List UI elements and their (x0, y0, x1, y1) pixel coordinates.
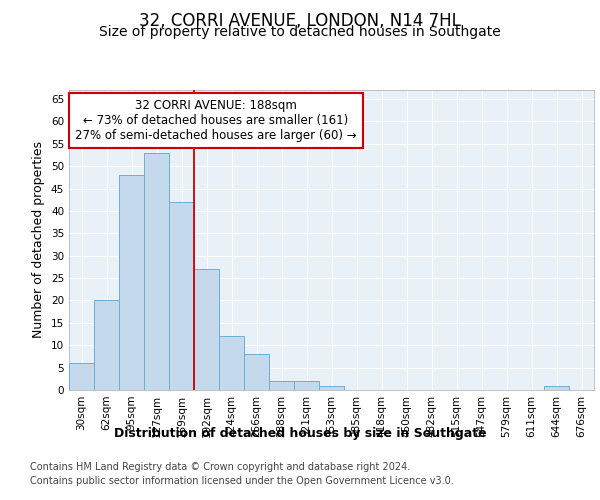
Bar (119, 175, 144, 390)
Bar (319, 386, 344, 390)
Text: Contains HM Land Registry data © Crown copyright and database right 2024.: Contains HM Land Registry data © Crown c… (30, 462, 410, 472)
Text: Contains public sector information licensed under the Open Government Licence v3: Contains public sector information licen… (30, 476, 454, 486)
Text: Distribution of detached houses by size in Southgate: Distribution of detached houses by size … (113, 428, 487, 440)
Bar (294, 381, 319, 390)
Y-axis label: Number of detached properties: Number of detached properties (32, 142, 46, 338)
Bar (69, 363, 94, 390)
Text: 32 CORRI AVENUE: 188sqm
← 73% of detached houses are smaller (161)
27% of semi-d: 32 CORRI AVENUE: 188sqm ← 73% of detache… (75, 99, 357, 142)
Bar (269, 381, 294, 390)
Bar (544, 386, 569, 390)
Bar (244, 354, 269, 390)
Text: 32, CORRI AVENUE, LONDON, N14 7HL: 32, CORRI AVENUE, LONDON, N14 7HL (139, 12, 461, 30)
Bar (219, 336, 244, 390)
Bar (169, 202, 194, 390)
Text: Size of property relative to detached houses in Southgate: Size of property relative to detached ho… (99, 25, 501, 39)
Bar (144, 152, 169, 390)
Bar (194, 269, 219, 390)
Bar (94, 300, 119, 390)
